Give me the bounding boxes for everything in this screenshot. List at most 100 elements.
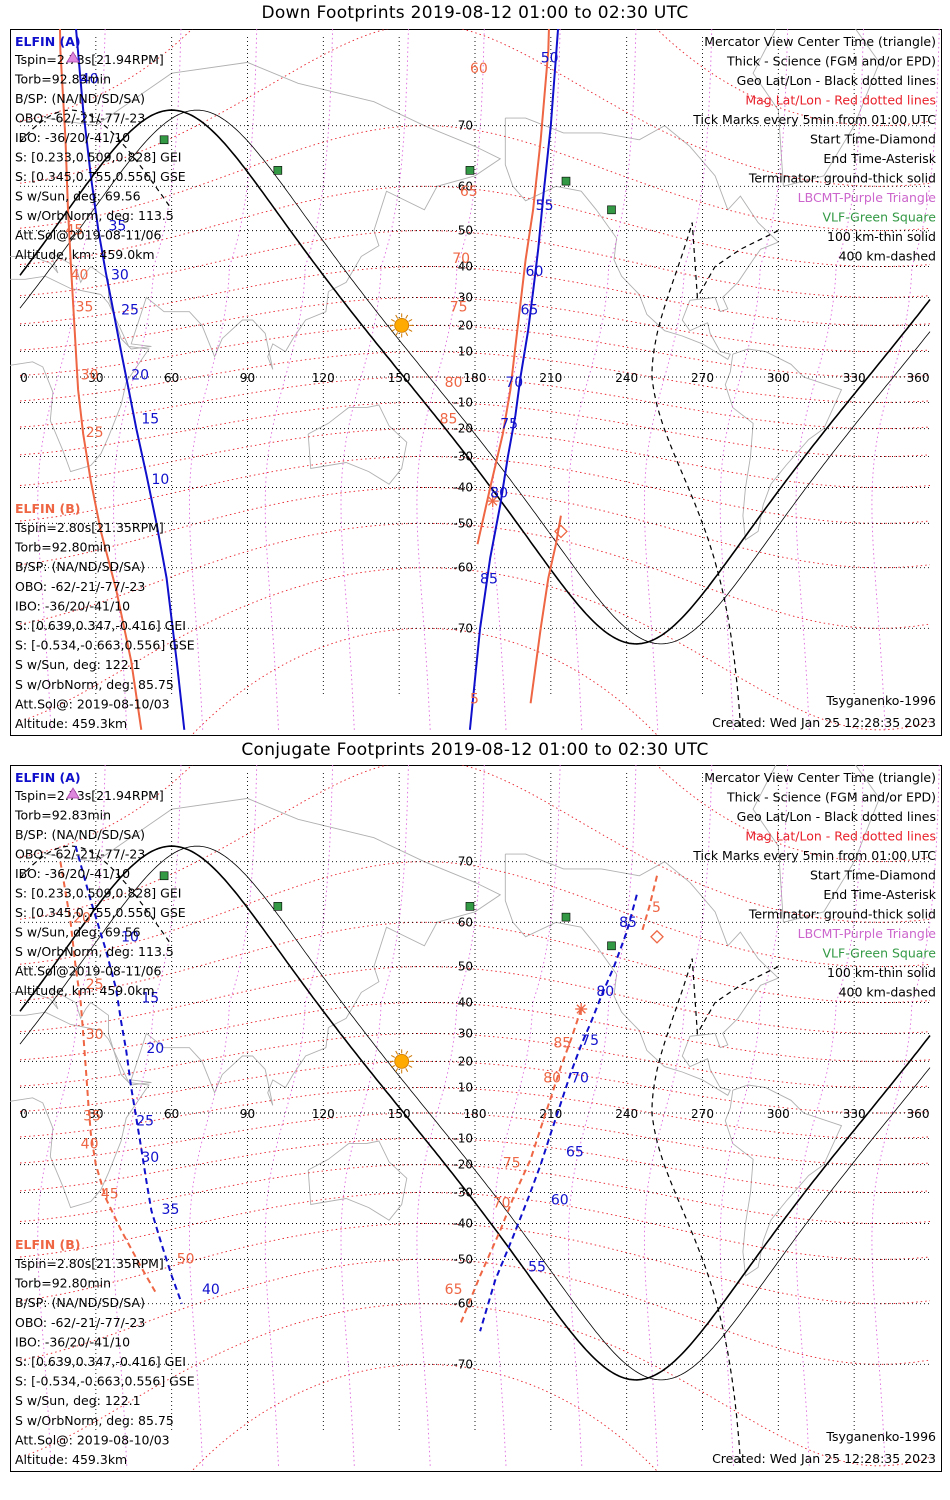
elfin-a-tick-label: 25 (121, 302, 139, 318)
elfin-b-track (640, 875, 658, 933)
lat-tick-label: -70 (453, 621, 473, 635)
vlf-green-square (607, 941, 616, 951)
lat-tick-label: -50 (453, 1252, 473, 1266)
elfin-b-info-line: Att.Sol@: 2019-08-10/03 (15, 1432, 170, 1447)
sun-ray (391, 328, 396, 332)
elfin-a-info-line: S w/OrbNorm, deg: 113.5 (15, 944, 174, 959)
elfin-b-info-line: S: [0.639,0.347,-0.416] GEI (15, 618, 186, 633)
coastline-3 (504, 117, 780, 360)
elfin-a-info-line: OBO: -62/-21/-77/-23 (15, 847, 145, 862)
legend-entry: Start Time-Diamond (810, 132, 936, 147)
elfin-b-info: ELFIN (B) Tspin=2.80s[21.35RPM] Torb=92.80… (14, 1237, 195, 1467)
elfin-b-track (59, 861, 158, 1295)
elfin-a-info-line: B/SP: (NA/ND/SD/SA) (15, 827, 145, 842)
legend-entry: End Time-Asterisk (823, 887, 936, 902)
lon-tick-label: 150 (388, 1107, 411, 1121)
elfin-a-tick-label: 35 (162, 1202, 180, 1218)
sun-ray (405, 314, 409, 319)
elfin-a-tick-label: 35 (108, 219, 126, 235)
axis-labels: 0 30 60 90 120 150 180 210 240 270 300 330 360 70 60 50… (20, 119, 929, 636)
legend-entry: 100 km-thin solid (827, 965, 936, 980)
elfin-b-info-line: Altitude: 459.3km (15, 1452, 127, 1467)
elfin-a-name: ELFIN (A) (15, 770, 81, 785)
lat-tick-label: -30 (453, 1186, 473, 1200)
axis-labels: 0 30 60 90 120 150 180 210 240 270 300 330 360 70 60 50… (20, 855, 929, 1372)
elfin-a-info-line: Att.Sol@2019-08-11/06 (15, 964, 161, 979)
elfin-a-info-line: Att.Sol@2019-08-11/06 (15, 228, 161, 243)
elfin-a-tick-label: 70 (505, 375, 523, 391)
sun-icon (389, 1049, 414, 1074)
track-time-labels: 4540353025606570758085540353025201510505… (66, 50, 559, 707)
elfin-b-tick-label: 70 (493, 1196, 511, 1212)
elfin-a-track (468, 29, 560, 730)
sun-icon (389, 313, 414, 338)
lat-tick-label: 60 (458, 179, 473, 193)
sun-ray (408, 328, 413, 332)
coastline-0 (10, 61, 502, 370)
mag-lat-line (19, 266, 931, 326)
legend-entry: Geo Lat/Lon - Black dotted lines (737, 73, 936, 88)
legend-entry: 100 km-thin solid (827, 229, 936, 244)
legend-entry: 400 km-dashed (839, 985, 936, 1000)
sun-ray (408, 1064, 413, 1068)
elfin-b-info-line: OBO: -62/-21/-77/-23 (15, 1315, 145, 1330)
elfin-a-tick-label: 65 (521, 302, 539, 318)
vlf-green-square (607, 205, 616, 215)
lat-tick-label: -70 (453, 1357, 473, 1371)
legend-entry: LBCMT-Purple Triangle (798, 926, 937, 941)
legend-entry: Mercator View Center Time (triangle) (704, 34, 936, 49)
lon-tick-label: 240 (615, 1107, 638, 1121)
elfin-b-track (458, 1008, 583, 1326)
model-label: Tsyganenko-1996 (825, 693, 936, 708)
elfin-b-tick-label: 85 (440, 411, 458, 427)
coastline-5 (752, 29, 880, 187)
sun-ray (405, 1068, 409, 1073)
vlf-green-square (273, 902, 283, 911)
lon-tick-label: 210 (539, 371, 562, 385)
elfin-b-info-line: S: [-0.534,-0.663,0.556] GSE (15, 1374, 195, 1389)
elfin-b-tick-label: 40 (81, 1137, 99, 1153)
elfin-b-tick-label: 60 (470, 61, 488, 77)
elfin-a-info-line: Altitude, km: 459.0km (15, 247, 155, 262)
elfin-a-tick-label: 15 (141, 411, 159, 427)
coastline-0 (10, 797, 502, 1106)
elfin-b-tick-label: 45 (66, 223, 84, 239)
asterisk-stroke (487, 496, 498, 506)
mag-lat-line (19, 29, 931, 127)
lon-tick-label: 120 (312, 371, 335, 385)
elfin-b-tick-label: 80 (445, 375, 463, 391)
legend-entry: Mercator View Center Time (triangle) (704, 770, 936, 785)
terminators (19, 109, 931, 730)
legend-entry: VLF-Green Square (822, 210, 936, 225)
lon-tick-label: 300 (767, 1107, 790, 1121)
lat-tick-label: -20 (453, 1158, 473, 1172)
terminator-400km-west (19, 845, 173, 946)
lat-tick-label: 70 (458, 855, 473, 869)
elfin-a-info-line: B/SP: (NA/ND/SD/SA) (15, 91, 145, 106)
elfin-b-info-line: S: [0.639,0.347,-0.416] GEI (15, 1354, 186, 1369)
lat-tick-label: -60 (453, 1297, 473, 1311)
elfin-a-tick-label: 20 (146, 1041, 164, 1057)
elfin-b-tick-label: 85 (553, 1036, 571, 1052)
elfin-a-tick-label: 30 (141, 1150, 159, 1166)
elfin-a-tick-label: 85 (480, 572, 498, 588)
elfin-b-info-line: Altitude: 459.3km (15, 716, 127, 731)
elfin-a-tick-label: 25 (136, 1114, 154, 1130)
elfin-b-tick-label: 25 (86, 977, 104, 993)
lat-tick-label: -60 (453, 561, 473, 575)
elfin-a-tick-label: 40 (202, 1282, 220, 1298)
elfin-b-track (476, 29, 550, 545)
elfin-a-tick-label: 60 (526, 264, 544, 280)
elfin-b-tick-label: 65 (460, 184, 478, 200)
elfin-a-info-line: IBO: -36/20/-41/10 (15, 130, 130, 145)
vlf-sites (159, 871, 616, 951)
lat-tick-label: 50 (458, 960, 473, 974)
conjugate-footprints-title: Conjugate Footprints 2019-08-12 01:00 to… (241, 740, 709, 760)
lon-tick-label: 120 (312, 1107, 335, 1121)
sun-ray (405, 332, 409, 337)
elfin-a-tick-label: 75 (500, 417, 518, 433)
coastlines (10, 29, 880, 541)
track-time-labels: 2025303540455058580757065101520253035408… (73, 900, 661, 1298)
lat-tick-label: 60 (458, 915, 473, 929)
elfin-b-tick-label: 80 (543, 1070, 561, 1086)
